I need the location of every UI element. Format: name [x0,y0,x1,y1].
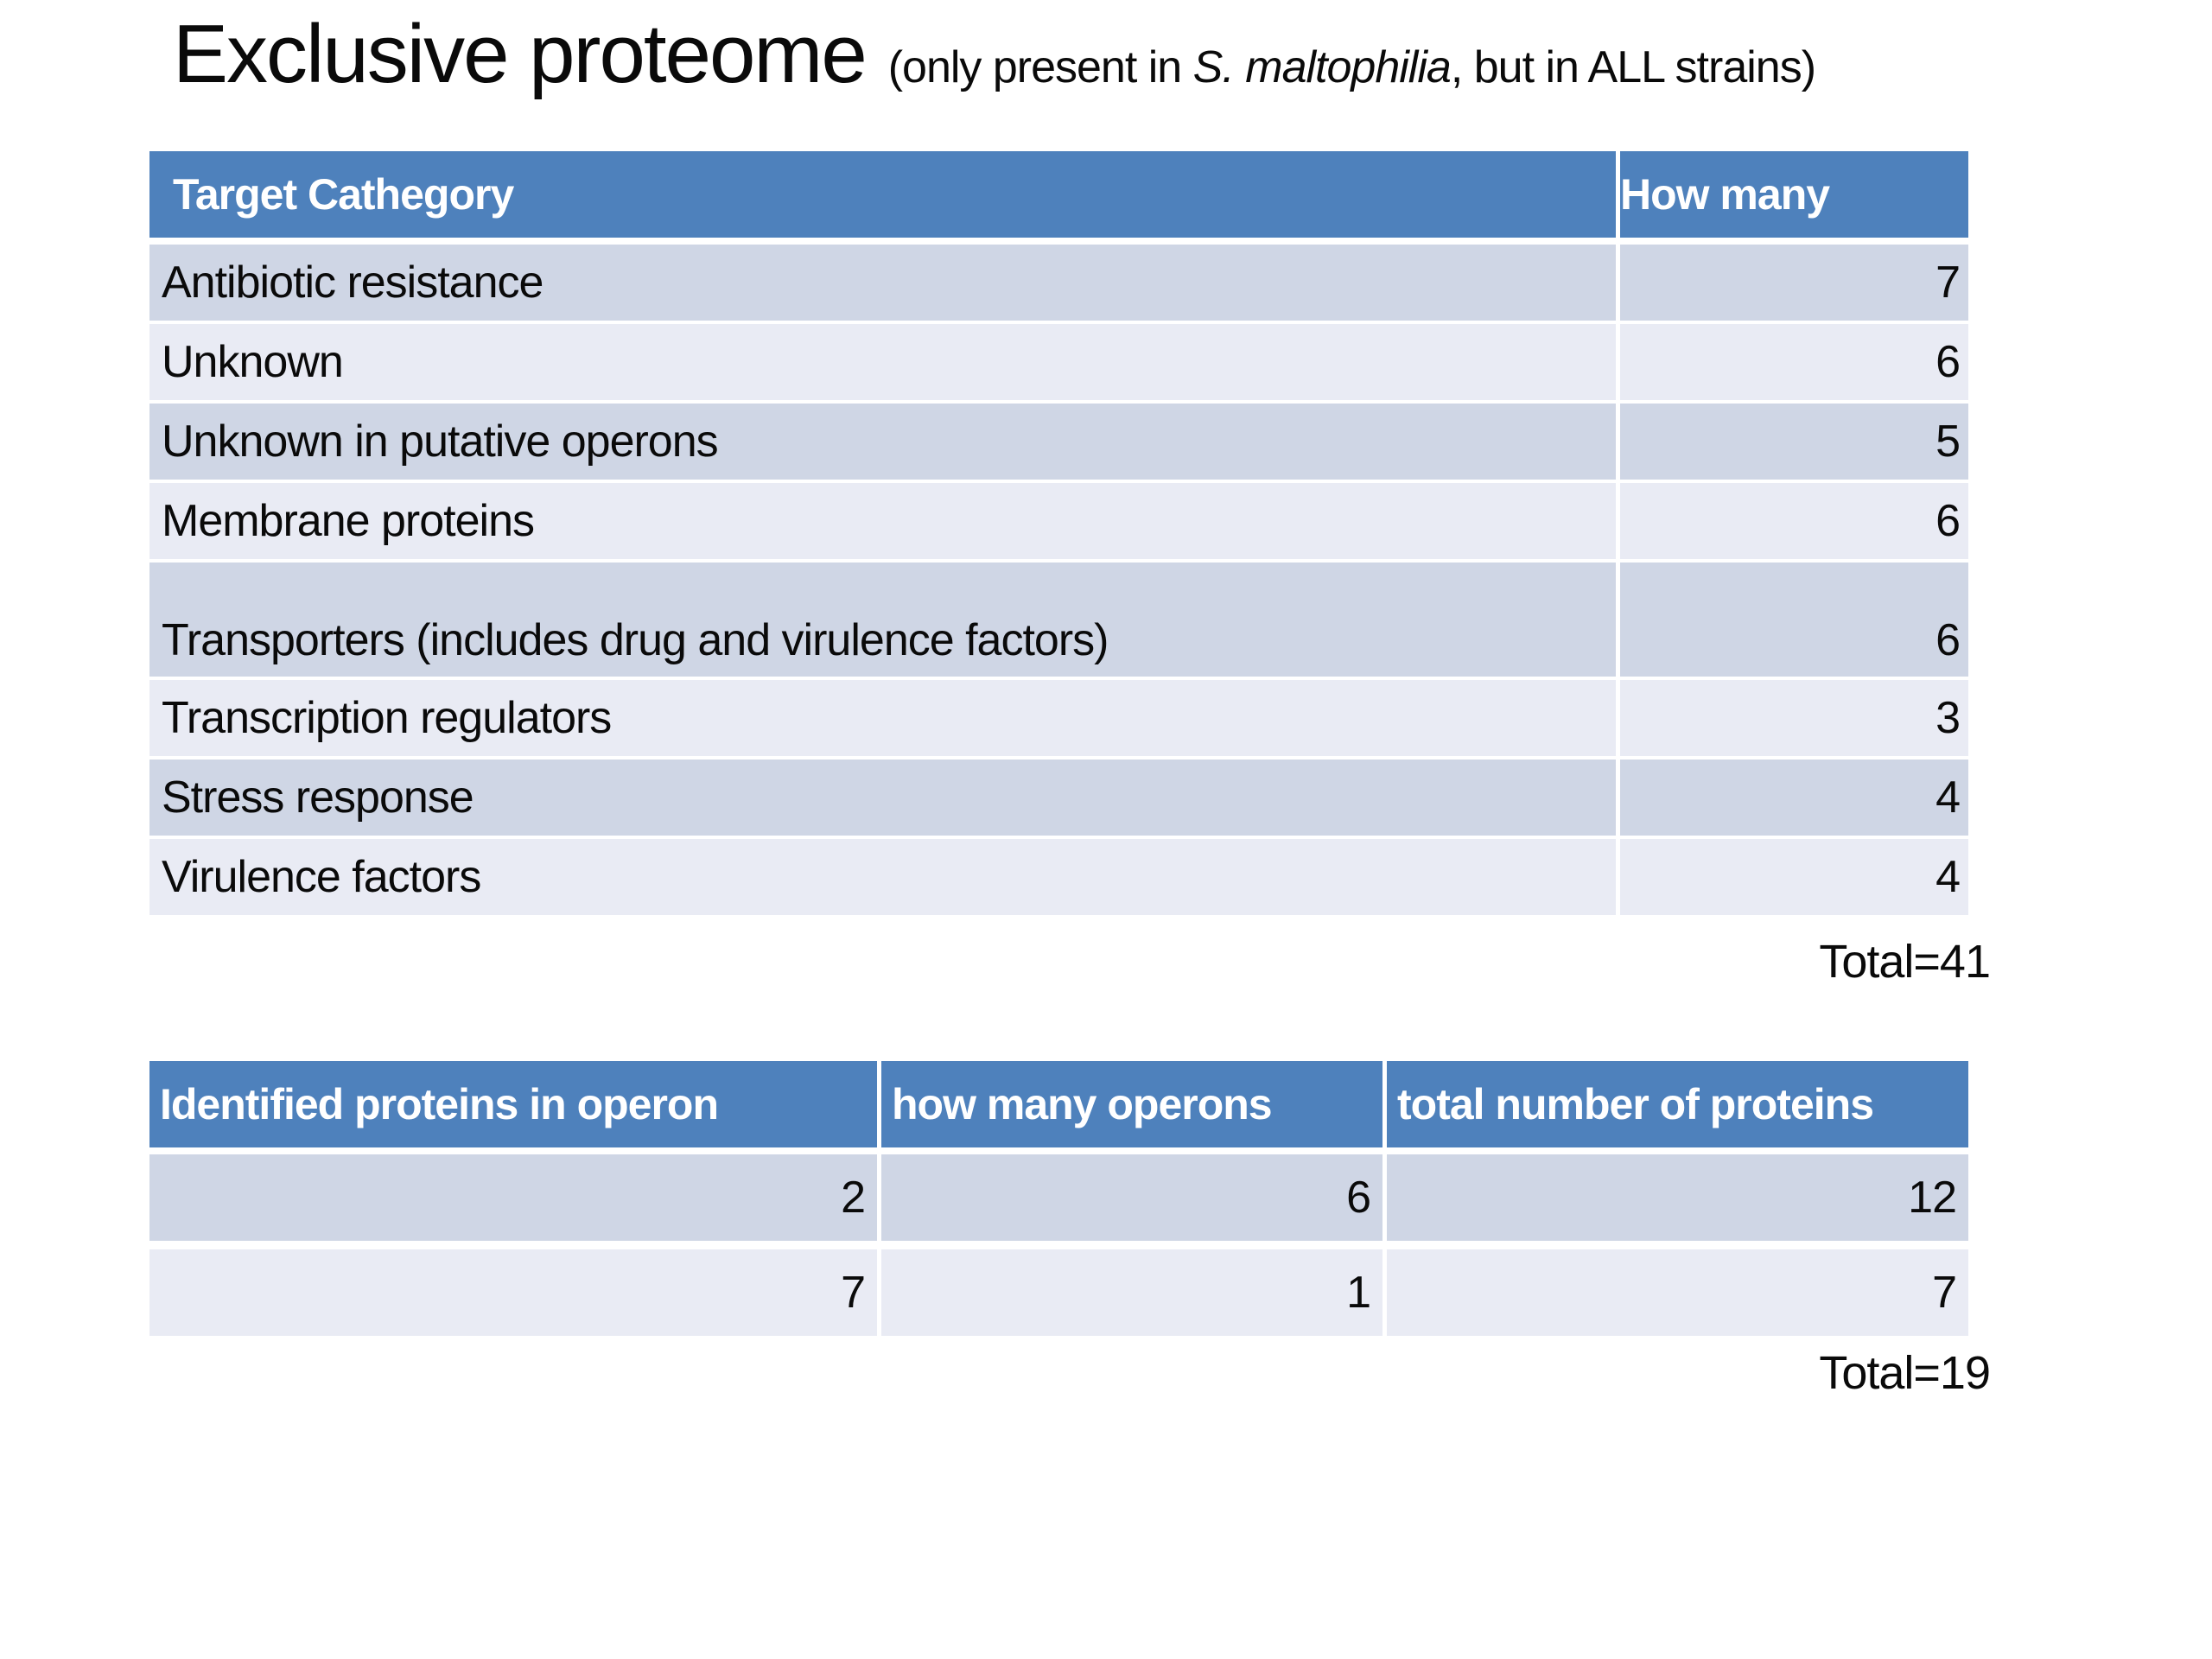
row-value: 6 [877,1154,1382,1241]
table1-total: Total=41 [1819,936,1991,988]
row-value: 2 [841,1173,866,1223]
table-row: Transcription regulators 3 [149,680,1968,756]
table2-header-row: Identified proteins in operon how many o… [149,1061,1968,1147]
table-row: Transporters (includes drug and virulenc… [149,563,1968,677]
subtitle-prefix: (only present in [887,42,1193,92]
slide-title-row: Exclusive proteome (only present in S. m… [173,7,1816,102]
table1-header-how-many: How many [1616,151,1968,238]
row-label: Transcription regulators [162,693,612,743]
row-value: 4 [1616,760,1968,836]
table-row: 7 1 7 [149,1249,1968,1336]
subtitle-suffix: , but in ALL strains) [1450,42,1816,92]
table-row: Membrane proteins 6 [149,483,1968,559]
table-row: Unknown in putative operons 5 [149,404,1968,480]
row-value: 12 [1382,1154,1968,1241]
target-category-table: Target Cathegory How many Antibiotic res… [149,151,1968,915]
row-value: 7 [1382,1249,1968,1336]
table2-header-how-many-operons: how many operons [877,1061,1382,1147]
table-row: Antibiotic resistance 7 [149,245,1968,321]
row-value: 7 [1616,245,1968,321]
table2-header-identified-proteins: Identified proteins in operon [160,1080,719,1128]
row-value: 1 [877,1249,1382,1336]
row-label: Transporters (includes drug and virulenc… [162,615,1109,665]
row-label: Stress response [162,772,474,823]
table-row: Virulence factors 4 [149,839,1968,915]
row-label: Unknown in putative operons [162,416,719,467]
table-row: Unknown 6 [149,324,1968,400]
row-value: 5 [1616,404,1968,480]
row-label: Antibiotic resistance [162,257,543,308]
table2-total: Total=19 [1819,1347,1991,1399]
table2-header-total-proteins: total number of proteins [1382,1061,1968,1147]
table1-header-target-category: Target Cathegory [173,170,514,219]
row-value: 6 [1616,563,1968,677]
page-subtitle: (only present in S. maltophilia, but in … [887,41,1816,93]
page-title: Exclusive proteome [173,8,868,100]
row-value: 3 [1616,680,1968,756]
table1-header-row: Target Cathegory How many [149,151,1968,238]
row-label: Unknown [162,337,344,387]
row-value: 6 [1616,483,1968,559]
subtitle-species-italic: S. maltophilia [1192,42,1452,92]
row-value: 4 [1616,839,1968,915]
table-row: 2 6 12 [149,1154,1968,1241]
row-value: 6 [1616,324,1968,400]
row-label: Membrane proteins [162,496,535,546]
table-row: Stress response 4 [149,760,1968,836]
operon-summary-table: Identified proteins in operon how many o… [149,1061,1968,1336]
row-value: 7 [841,1268,866,1318]
row-label: Virulence factors [162,852,481,902]
